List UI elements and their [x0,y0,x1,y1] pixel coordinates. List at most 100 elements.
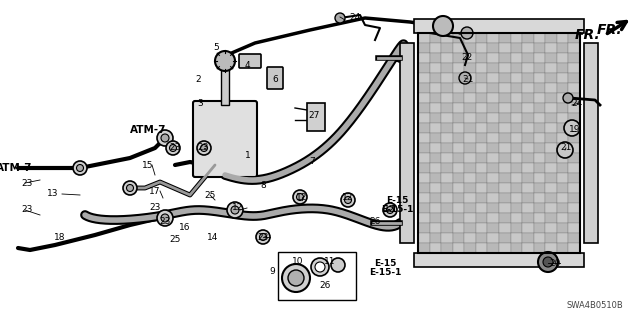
Bar [534,93,545,103]
Bar [499,213,511,223]
Bar [429,103,441,113]
Bar [499,63,511,73]
Bar [441,173,452,183]
Bar [452,93,464,103]
Text: 26: 26 [319,280,331,290]
Text: 19: 19 [569,125,580,135]
Text: 14: 14 [207,234,219,242]
Bar [499,113,511,123]
Bar [429,183,441,193]
Bar [429,123,441,133]
Bar [464,163,476,173]
Bar [499,223,511,233]
Bar [464,223,476,233]
Bar [522,143,534,153]
Bar [488,163,499,173]
Bar [488,153,499,163]
Bar [522,93,534,103]
Text: 13: 13 [47,189,59,198]
Bar [511,63,522,73]
Bar [476,173,488,183]
Text: 15: 15 [142,160,154,169]
Bar [534,63,545,73]
Bar [557,233,568,243]
Bar [522,123,534,133]
Bar [511,133,522,143]
Bar [522,103,534,113]
Bar [522,83,534,93]
Bar [534,33,545,43]
Bar [429,163,441,173]
Bar [488,213,499,223]
Bar [452,183,464,193]
Bar [545,173,557,183]
Bar [464,63,476,73]
Circle shape [282,264,310,292]
Bar [557,33,568,43]
Bar [557,193,568,203]
Bar [511,123,522,133]
Bar [476,233,488,243]
Bar [476,203,488,213]
Bar [221,65,229,105]
Bar [534,103,545,113]
Bar [278,252,356,300]
Bar [429,93,441,103]
Bar [418,33,580,253]
Text: 23: 23 [197,144,209,152]
Bar [545,63,557,73]
Bar [557,133,568,143]
Text: 22: 22 [461,53,472,62]
Bar [429,53,441,63]
Bar [418,113,429,123]
Bar [452,43,464,53]
Bar [452,203,464,213]
Bar [464,53,476,63]
Bar [429,213,441,223]
Bar [464,173,476,183]
Circle shape [311,258,329,276]
Bar [418,173,429,183]
Bar [534,163,545,173]
Bar [511,173,522,183]
Bar [545,93,557,103]
Bar [452,193,464,203]
Bar [557,53,568,63]
Bar [545,123,557,133]
Bar [511,203,522,213]
Bar [557,93,568,103]
Bar [452,63,464,73]
Bar [441,123,452,133]
Bar [488,233,499,243]
Bar [418,233,429,243]
Bar [568,113,580,123]
Bar [418,103,429,113]
Circle shape [341,193,355,207]
Bar [511,183,522,193]
Bar [522,63,534,73]
Bar [307,103,325,131]
Text: 18: 18 [54,233,66,241]
Bar [511,213,522,223]
Bar [545,103,557,113]
Bar [499,123,511,133]
Bar [464,43,476,53]
Bar [499,173,511,183]
Bar [545,223,557,233]
Bar [522,53,534,63]
Bar [568,133,580,143]
Bar [545,243,557,253]
Bar [488,63,499,73]
Text: 16: 16 [179,224,191,233]
Circle shape [161,214,169,222]
Circle shape [73,161,87,175]
Text: 23: 23 [21,179,33,188]
Bar [429,193,441,203]
Bar [429,83,441,93]
Bar [557,223,568,233]
Bar [499,233,511,243]
Text: 21: 21 [560,144,572,152]
Circle shape [200,145,207,152]
Bar [488,193,499,203]
Bar [476,223,488,233]
